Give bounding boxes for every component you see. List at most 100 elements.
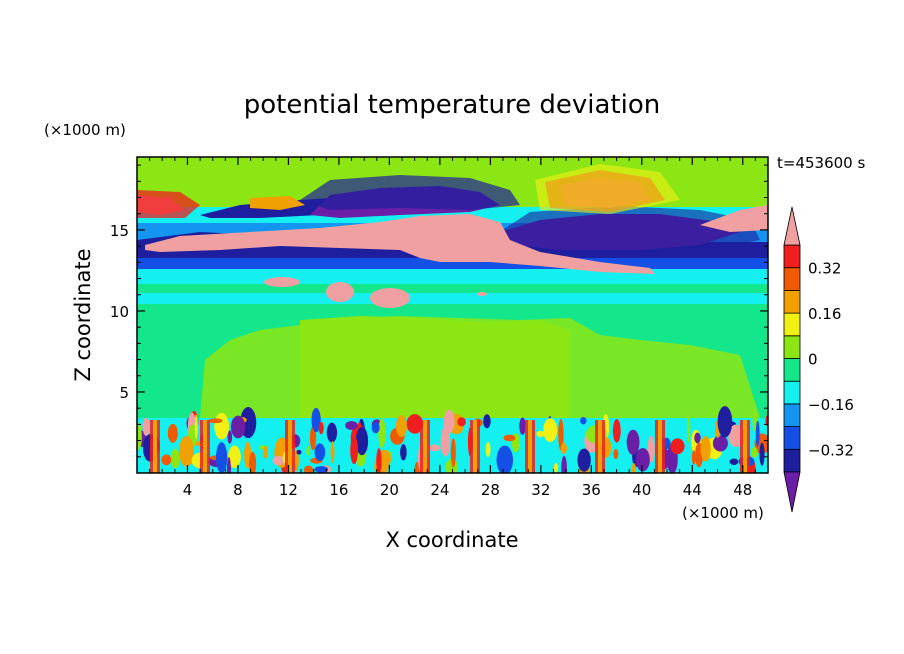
- boundary-cell: [228, 445, 241, 469]
- boundary-cell: [717, 406, 733, 438]
- boundary-cell: [330, 441, 335, 463]
- colorbar-extend-high: [783, 206, 801, 246]
- boundary-cell: [137, 422, 142, 451]
- band-upper-cyan: [137, 293, 768, 305]
- boundary-cell: [483, 414, 491, 429]
- band-upper-teal: [137, 268, 768, 284]
- boundary-cell: [378, 418, 386, 448]
- boundary-cell: [215, 442, 228, 473]
- top-yellow-mid: [250, 196, 305, 210]
- top-red-left: [137, 190, 200, 218]
- colorbar-tick-label: −0.32: [808, 441, 854, 459]
- boundary-cell: [214, 412, 230, 440]
- colorbar-segment: [783, 244, 801, 269]
- blob-3: [370, 288, 410, 308]
- x-tick-label: 12: [279, 481, 298, 499]
- y-tick-label: 10: [110, 303, 129, 321]
- boundary-cell: [485, 442, 491, 457]
- boundary-cell: [306, 445, 310, 456]
- boundary-cell: [400, 444, 407, 461]
- x-tick-label: 8: [233, 481, 243, 499]
- upper-purple-outline: [300, 175, 520, 210]
- boundary-cell: [371, 422, 380, 434]
- boundary-cell: [406, 414, 424, 434]
- boundary-cell: [376, 447, 382, 473]
- y-tick-label: 5: [119, 384, 129, 402]
- colorbar-segment: [783, 448, 801, 473]
- boundary-cell: [752, 409, 757, 432]
- upper-blue-right: [490, 206, 760, 256]
- colorbar-segment: [783, 403, 801, 427]
- colorbar-segment: [783, 358, 801, 382]
- boundary-cell: [670, 438, 685, 455]
- boundary-cell: [208, 418, 223, 424]
- boundary-cell: [170, 448, 180, 469]
- boundary-cell: [296, 449, 302, 455]
- colorbar-tick-label: −0.16: [808, 396, 854, 414]
- boundary-cell: [428, 444, 441, 452]
- convective-core: [288, 420, 292, 473]
- colorbar: 0.32 0.16 0 −0.16 −0.32: [783, 206, 854, 513]
- convective-core: [743, 420, 747, 473]
- y-unit-label: (×1000 m): [44, 121, 126, 139]
- boundary-cell: [519, 417, 526, 435]
- boundary-cell: [700, 436, 711, 462]
- boundary-cell: [755, 420, 760, 447]
- y-tick-label: 15: [110, 222, 129, 240]
- colorbar-segment: [783, 426, 801, 450]
- convective-core: [423, 420, 427, 473]
- boundary-cell: [303, 465, 314, 473]
- convective-core: [528, 420, 532, 473]
- boundary-cell: [194, 414, 198, 440]
- x-axis-label: X coordinate: [385, 528, 518, 552]
- boundary-cell: [631, 462, 637, 473]
- x-unit-label: (×1000 m): [682, 504, 764, 522]
- x-tick-label: 24: [430, 481, 449, 499]
- blob-2: [326, 282, 354, 302]
- colorbar-tick-label: 0: [808, 351, 818, 369]
- colorbar-tick-label: 0.16: [808, 305, 841, 323]
- boundary-cell: [536, 430, 545, 438]
- x-tick-label: 36: [582, 481, 601, 499]
- x-tick-label: 16: [329, 481, 348, 499]
- colorbar-tick-label: 0.32: [808, 260, 841, 278]
- boundary-cell: [263, 445, 268, 459]
- x-tick-label: 4: [183, 481, 193, 499]
- colorbar-segment: [783, 289, 801, 314]
- boundary-cell: [694, 432, 701, 444]
- boundary-cell: [161, 454, 172, 466]
- boundary-cell: [230, 415, 246, 439]
- boundary-cell: [759, 442, 765, 466]
- boundary-cell: [318, 421, 324, 435]
- boundary-cell: [350, 436, 359, 465]
- x-tick-label: 32: [531, 481, 550, 499]
- boundary-cell: [751, 447, 758, 458]
- boundary-cell: [729, 458, 739, 465]
- mid-plume-2: [300, 316, 570, 418]
- boundary-cell: [227, 430, 233, 444]
- boundary-cell: [612, 419, 621, 443]
- boundary-cell: [553, 462, 559, 473]
- boundary-cell: [249, 451, 257, 473]
- boundary-cell: [558, 418, 564, 451]
- x-tick-label: 44: [683, 481, 702, 499]
- boundary-cell: [167, 423, 178, 443]
- boundary-cell: [613, 448, 619, 460]
- boundary-cell: [712, 435, 728, 452]
- boundary-cell: [326, 422, 338, 443]
- x-tick-label: 20: [380, 481, 399, 499]
- boundary-cell: [309, 425, 317, 451]
- blob-1: [264, 277, 300, 287]
- boundary-cell: [626, 429, 640, 456]
- boundary-cell: [561, 455, 567, 473]
- x-tick-label: 28: [481, 481, 500, 499]
- time-label: t=453600 s: [777, 154, 865, 172]
- top-yellow-right: [535, 164, 680, 214]
- boundary-cell: [226, 457, 231, 473]
- colorbar-segment: [783, 380, 801, 405]
- boundary-cell: [691, 450, 696, 465]
- band-upper-green: [137, 284, 768, 294]
- boundary-cell: [543, 418, 558, 443]
- boundary-cell: [580, 416, 587, 425]
